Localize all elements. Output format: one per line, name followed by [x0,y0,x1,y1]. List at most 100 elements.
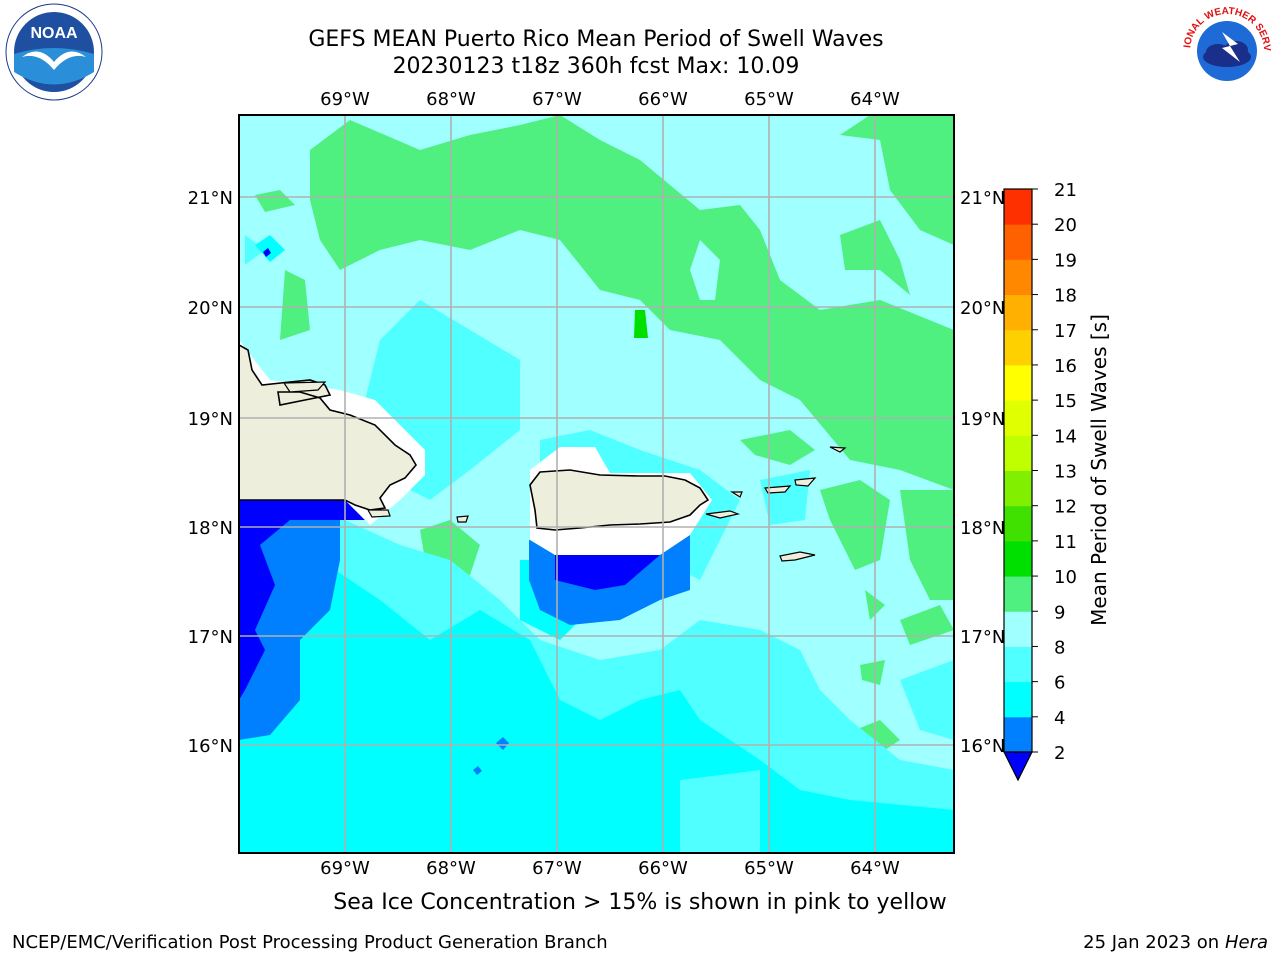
colorbar-band [1004,646,1032,683]
colorbar-tick-label: 6 [1054,673,1065,694]
colorbar-band [1004,470,1032,507]
lon-label-bottom: 69°W [320,858,370,879]
field-6-8-patch [680,770,760,853]
lon-label-bottom: 65°W [744,858,794,879]
map-frame [238,114,955,854]
colorbar-band [1004,540,1032,577]
chart-title: GEFS MEAN Puerto Rico Mean Period of Swe… [308,27,884,52]
colorbar-band [1004,505,1032,542]
field-9-10-e3 [900,490,954,600]
colorbar-tick-label: 18 [1054,286,1077,307]
lat-label-right: 16°N [960,736,1005,757]
noaa-logo: NOAA [4,2,104,102]
culebra-island [729,491,743,498]
colorbar-tick-label: 17 [1054,321,1077,342]
colorbar-tick-label: 8 [1054,637,1065,658]
vieques-island [705,510,741,519]
colorbar-tick-label: 10 [1054,567,1077,588]
lon-label-top: 68°W [426,89,476,110]
lon-labels-top: 69°W 68°W 67°W 66°W 65°W 64°W [320,89,900,110]
footer-date-text: 25 Jan 2023 on [1083,932,1225,953]
saona-island [366,509,391,518]
lat-labels-left: 21°N 20°N 19°N 18°N 17°N 16°N [188,188,233,757]
colorbar-band [1004,716,1032,753]
colorbar-band [1004,294,1032,331]
colorbar-band [1004,364,1032,401]
lat-label-left: 20°N [188,298,233,319]
st-croix-island [779,551,816,562]
graticule [239,115,954,853]
colorbar-tick-label: 2 [1054,743,1065,764]
colorbar-tick-label: 20 [1054,215,1077,236]
colorbar-band [1004,400,1032,436]
colorbar-tick-label: 19 [1054,250,1077,271]
st-thomas-island [763,485,792,494]
st-john-island [794,477,817,487]
footer-credit: NCEP/EMC/Verification Post Processing Pr… [12,932,608,953]
colorbar-tick-label: 15 [1054,391,1077,412]
svg-text:NOAA: NOAA [30,25,78,42]
lat-label-left: 17°N [188,627,233,648]
lon-label-top: 64°W [850,89,900,110]
footer-date: 25 Jan 2023 on Hera [1083,932,1268,953]
colorbar-tick-label: 12 [1054,497,1077,518]
anegada-island [829,446,847,453]
field-9-10-north [310,115,954,490]
colorbar-band [1004,329,1032,366]
lon-label-bottom: 67°W [532,858,582,879]
lon-label-bottom: 68°W [426,858,476,879]
colorbar-tick-label: 21 [1054,180,1077,201]
colorbar-tick-label: 9 [1054,602,1065,623]
lon-label-bottom: 66°W [638,858,688,879]
field-9-10-ne [840,115,954,245]
tortuga-island [282,381,327,393]
mona-island [456,515,469,523]
field-10-11 [634,310,648,338]
field-lt2-west [239,500,365,700]
nws-logo: NATIONAL WEATHER SERVICE [1174,0,1276,100]
colorbar-band [1004,259,1032,296]
sea-ice-note: Sea Ice Concentration > 15% is shown in … [333,890,947,915]
lat-label-right: 20°N [960,298,1005,319]
field-2-4-spot [496,737,509,750]
lat-label-right: 19°N [960,409,1005,430]
lon-label-bottom: 64°W [850,858,900,879]
lon-labels-bottom: 69°W 68°W 67°W 66°W 65°W 64°W [320,858,900,879]
field-9-10-se2 [860,660,885,685]
colorbar-tick-label: 13 [1054,462,1077,483]
lon-label-top: 67°W [532,89,582,110]
field-4-6-nw [255,235,285,262]
colorbar-tick-label: 11 [1054,532,1077,553]
field-9-10-w [280,270,310,340]
field-9-10-e2 [820,480,890,570]
field-4-6-south [239,560,954,853]
field-9-10-e [740,430,815,465]
field-6-8-se [900,660,954,740]
colorbar-band [1004,224,1032,260]
hispaniola-land [239,344,417,511]
footer-host: Hera [1224,932,1268,953]
field-6-8-nw [245,235,265,265]
colorbar-tick-label: 16 [1054,356,1077,377]
lat-label-right: 21°N [960,188,1005,209]
lon-label-top: 66°W [638,89,688,110]
colorbar-tick-label: 14 [1054,426,1077,447]
field-hole-north [690,240,720,300]
colorbar-band [1004,681,1032,718]
colorbar-tick-label: 4 [1054,708,1065,729]
lat-label-left: 19°N [188,409,233,430]
colorbar-band [1004,435,1032,471]
lon-label-top: 69°W [320,89,370,110]
colorbar-band [1004,189,1032,225]
field-lt2-nw [263,248,271,257]
swell-period-field [239,115,954,853]
colorbar-label: Mean Period of Swell Waves [s] [1087,314,1111,626]
chart-subtitle: 20230123 t18z 360h fcst Max: 10.09 [392,54,800,79]
field-lt2-pr [555,555,660,590]
lat-label-left: 16°N [188,736,233,757]
field-2-4-spot2 [473,766,482,775]
field-9-10-se [900,605,954,645]
lat-label-left: 18°N [188,518,233,539]
lat-label-right: 17°N [960,627,1005,648]
